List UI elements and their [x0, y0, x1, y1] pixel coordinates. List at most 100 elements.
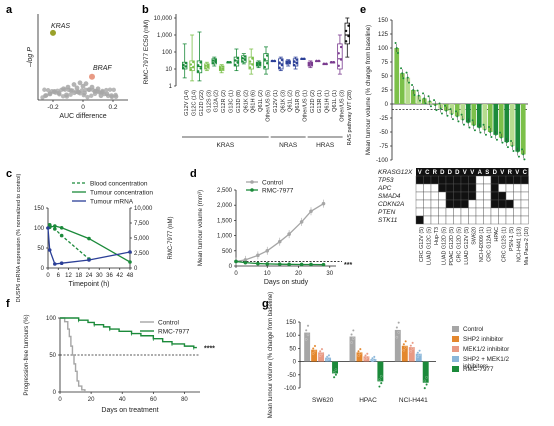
box-point — [339, 58, 343, 61]
bar-point — [417, 94, 420, 97]
y-tick-label: 1,000 — [217, 234, 233, 240]
series-point — [287, 232, 291, 236]
bar-point — [352, 337, 355, 340]
matrix-header-cell — [491, 168, 499, 176]
bar-point — [404, 340, 407, 343]
bar-point — [327, 357, 331, 360]
scatter-point — [55, 88, 60, 93]
matrix-cell — [505, 215, 514, 225]
scatter-point — [102, 91, 107, 97]
bar-point — [449, 108, 452, 111]
matrix-header-letter: V — [463, 170, 467, 176]
bar-point — [522, 153, 525, 156]
matrix-cell — [468, 207, 477, 217]
y-tick-label: -25 — [379, 116, 388, 122]
matrix-header-letter: C — [523, 170, 528, 176]
scatter-point-braf — [89, 73, 95, 80]
bar-point — [461, 118, 464, 121]
box-point — [310, 61, 313, 64]
matrix-cell — [415, 191, 424, 201]
bar-point — [505, 141, 508, 144]
panel-label-f: f — [6, 298, 10, 310]
matrix-header-letter: D — [455, 170, 460, 176]
bar-point — [364, 354, 367, 357]
x-tick-label: 0.2 — [108, 104, 117, 111]
waterfall-bar — [471, 104, 477, 126]
grouped-bar — [415, 353, 422, 362]
box-point — [199, 61, 202, 64]
matrix-header-letter: D — [440, 170, 445, 176]
category-label: Other/US (3) — [339, 90, 345, 122]
scatter-point — [68, 92, 73, 97]
series-point — [53, 227, 57, 231]
matrix-cell — [498, 215, 507, 225]
bar-point — [352, 329, 355, 332]
bar-point — [402, 343, 406, 346]
bar-point — [373, 355, 376, 359]
box-point — [229, 61, 232, 64]
group-label: HRAS — [316, 142, 335, 149]
waterfall-bar — [476, 104, 482, 128]
scatter-point — [89, 93, 94, 98]
y-tick-label: 150 — [378, 18, 389, 24]
box-point — [337, 52, 340, 55]
category-label: G12A (2) — [214, 90, 220, 113]
series-point — [243, 258, 248, 262]
box-point — [219, 68, 222, 72]
bar-point — [418, 349, 421, 352]
bar-point — [359, 352, 362, 355]
matrix-cell — [475, 207, 484, 217]
matrix-cell — [460, 191, 469, 201]
bar-point — [523, 158, 526, 161]
bar-point — [427, 95, 430, 98]
matrix-header-cell — [431, 168, 439, 176]
scatter-point — [59, 87, 64, 93]
bar-point — [306, 324, 310, 327]
bar-point — [318, 350, 322, 353]
series-point — [256, 253, 260, 258]
matrix-cell — [460, 207, 469, 217]
bar-point — [411, 347, 414, 350]
x-tick-label: 80 — [181, 397, 188, 403]
bar-point — [412, 89, 415, 91]
scatter-point — [66, 87, 71, 93]
matrix-cell — [453, 199, 462, 209]
category-label: Q61R (3) — [295, 90, 301, 113]
matrix-cell — [505, 191, 514, 201]
waterfall-bar — [515, 104, 521, 152]
y-tick-label: 100 — [378, 46, 389, 52]
category-label: Q61H (6) — [251, 90, 257, 113]
series-point — [47, 248, 52, 252]
x-tick-label: 6 — [57, 273, 61, 279]
matrix-cell — [468, 215, 477, 225]
box-point — [184, 61, 188, 65]
matrix-cell — [483, 191, 492, 201]
bar-point — [395, 47, 398, 49]
label-kras: KRAS — [51, 23, 70, 30]
series-point — [265, 262, 270, 266]
matrix-header-cell — [468, 168, 476, 176]
bar-point — [506, 146, 509, 149]
matrix-model-label: Hup-T3 — [434, 227, 440, 245]
bar-point — [433, 99, 436, 102]
bar-point — [394, 42, 397, 44]
box-point — [337, 64, 340, 68]
bar-point — [425, 383, 428, 386]
box-point — [219, 66, 222, 69]
x-axis-label: Days on study — [264, 279, 309, 286]
scatter-point-kras — [50, 29, 56, 36]
box-point — [192, 60, 195, 64]
matrix-cell — [475, 175, 484, 185]
box-point — [295, 58, 298, 61]
scatter-point — [87, 87, 92, 92]
series-point — [46, 226, 50, 230]
box-point — [211, 62, 215, 65]
bar-point — [413, 94, 416, 96]
bar-point — [332, 371, 336, 374]
x-tick-label: 0 — [46, 273, 50, 279]
category-label: Q61L (2) — [288, 90, 294, 112]
box-point — [248, 60, 252, 63]
waterfall-bar — [493, 104, 499, 135]
y-tick-label: 10 — [165, 67, 172, 73]
y-tick-label: 100 — [286, 333, 297, 339]
